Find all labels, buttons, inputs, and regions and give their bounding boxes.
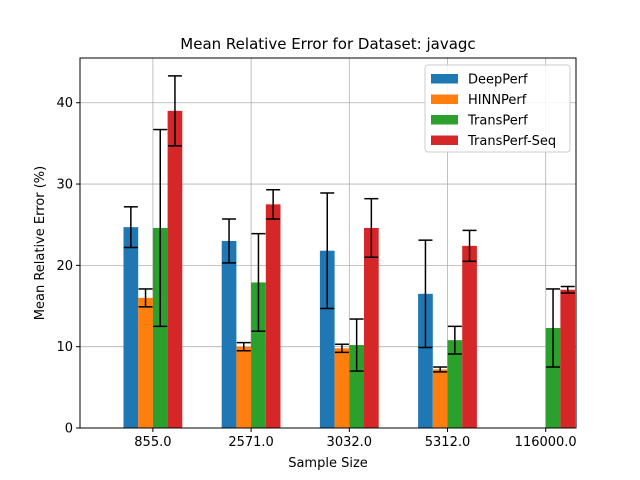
chart-title: Mean Relative Error for Dataset: javagc bbox=[180, 35, 475, 53]
bars bbox=[123, 110, 576, 428]
x-tick-label: 5312.0 bbox=[425, 435, 471, 450]
error-bar bbox=[167, 75, 182, 147]
y-tick-label: 30 bbox=[56, 178, 73, 193]
legend-label: TransPerf-Seq bbox=[467, 134, 556, 149]
bar bbox=[560, 289, 576, 428]
error-bar bbox=[560, 285, 575, 294]
bar bbox=[418, 293, 433, 428]
error-bar bbox=[222, 218, 237, 264]
bar bbox=[123, 227, 139, 428]
error-bar bbox=[418, 239, 433, 349]
error-bar bbox=[462, 229, 477, 263]
legend-label: HINNPerf bbox=[468, 93, 527, 108]
legend-swatch bbox=[431, 94, 458, 104]
error-bar bbox=[349, 318, 364, 372]
error-bars bbox=[123, 75, 575, 373]
bar bbox=[349, 345, 364, 428]
bar bbox=[447, 340, 463, 428]
legend-label: TransPerf bbox=[467, 114, 528, 129]
y-tick-label: 0 bbox=[65, 422, 73, 437]
x-axis-title: Sample Size bbox=[288, 456, 368, 471]
error-bar bbox=[334, 343, 349, 354]
error-bar bbox=[236, 341, 251, 352]
bar bbox=[462, 245, 477, 428]
bar bbox=[265, 204, 281, 428]
legend-box bbox=[424, 64, 571, 153]
plot-frame bbox=[79, 57, 577, 429]
bar bbox=[334, 348, 350, 428]
bar bbox=[319, 250, 335, 428]
error-bar bbox=[447, 325, 462, 355]
error-bar bbox=[251, 232, 266, 332]
legend-swatch bbox=[431, 135, 458, 145]
bar bbox=[221, 240, 237, 428]
bar bbox=[545, 327, 561, 428]
x-tick-label: 855.0 bbox=[134, 435, 171, 450]
y-tick-label: 20 bbox=[56, 259, 73, 274]
error-bar bbox=[433, 366, 448, 373]
y-tick-label: 10 bbox=[56, 340, 73, 355]
x-tick-label: 2571.0 bbox=[228, 435, 274, 450]
x-tick-label: 3032.0 bbox=[327, 435, 373, 450]
bar bbox=[251, 282, 266, 428]
y-axis-title: Mean Relative Error (%) bbox=[33, 166, 48, 320]
x-tick-label: 116000.0 bbox=[515, 435, 577, 450]
error-bar bbox=[546, 288, 561, 368]
legend-swatch bbox=[431, 74, 458, 84]
bar bbox=[236, 346, 252, 428]
y-tick-label: 40 bbox=[56, 96, 73, 111]
error-bar bbox=[364, 197, 379, 258]
legend-label: DeepPerf bbox=[468, 73, 528, 88]
x-axis-ticks: 855.0 2571.0 3032.0 5312.0 116000.0 bbox=[134, 428, 577, 450]
bar bbox=[152, 227, 168, 428]
bar bbox=[167, 110, 183, 428]
error-bar bbox=[266, 188, 281, 220]
bar bbox=[432, 369, 448, 428]
error-bar bbox=[153, 128, 168, 328]
legend: DeepPerf HINNPerf TransPerf TransPerf-Seq bbox=[424, 64, 571, 153]
bar bbox=[364, 227, 379, 428]
error-bar bbox=[320, 192, 335, 310]
error-bar bbox=[138, 288, 153, 308]
error-bar bbox=[123, 206, 138, 249]
y-axis-ticks: 0 10 20 30 40 bbox=[56, 96, 80, 437]
bar bbox=[138, 297, 153, 428]
legend-swatch bbox=[431, 115, 458, 125]
